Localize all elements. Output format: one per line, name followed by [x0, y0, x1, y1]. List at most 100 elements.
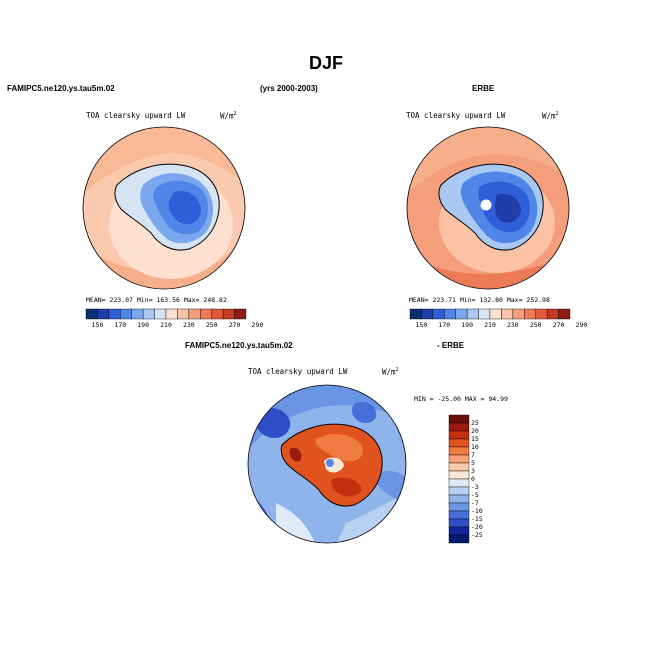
years-header: (yrs 2000-2003) — [260, 84, 318, 93]
colorbar-swatch — [448, 470, 470, 480]
colorbar-swatch — [432, 308, 445, 320]
colorbar-swatch — [448, 446, 470, 456]
colorbar-tick-label: -5 — [471, 491, 479, 499]
units-text: W/m — [220, 111, 234, 121]
panel2-units: W/m2 — [542, 111, 559, 121]
colorbar-tick-label: 210 — [160, 321, 172, 329]
diff-header-left: FAMIPC5.ne120.ys.tau5m.02 — [185, 341, 293, 350]
colorbar-tick-label: 270 — [228, 321, 241, 329]
colorbar-swatch — [108, 308, 121, 320]
colorbar-swatch — [421, 308, 434, 320]
colorbar-tick-label: 150 — [415, 321, 428, 329]
colorbar-swatch — [211, 308, 224, 320]
diff-header-right: - ERBE — [437, 341, 465, 350]
units-text: W/m — [382, 367, 396, 377]
colorbar-tick-label: 170 — [438, 321, 451, 329]
colorbar-swatch — [512, 308, 525, 320]
units-exponent: 2 — [555, 111, 559, 117]
colorbar-tick-label: -10 — [471, 507, 483, 515]
colorbar-swatch — [466, 308, 479, 320]
units-text: W/m — [542, 111, 556, 121]
diff-minmax: MIN = -25.00 MAX = 94.99 — [414, 395, 508, 403]
colorbar-swatch — [524, 308, 536, 320]
colorbar-swatch — [448, 526, 470, 536]
panel1-stats: MEAN= 223.07 Min= 163.56 Max= 248.82 — [86, 296, 227, 304]
colorbar-swatch — [444, 308, 456, 320]
colorbar-tick-label: 230 — [182, 321, 195, 329]
colorbar-swatch — [478, 308, 491, 320]
panel1-polar-map — [82, 126, 246, 290]
colorbar-tick-label: -3 — [471, 483, 479, 491]
colorbar-swatch — [142, 308, 155, 320]
colorbar-swatch — [200, 308, 212, 320]
colorbar-swatch — [409, 308, 422, 320]
colorbar-tick-label: 10 — [471, 443, 479, 451]
colorbar-swatch — [448, 510, 470, 520]
colorbar-tick-label: 20 — [471, 427, 479, 435]
colorbar-swatch — [448, 454, 470, 464]
colorbar-tick-label: -7 — [471, 499, 479, 507]
colorbar-tick-label: 250 — [529, 321, 542, 329]
colorbar-tick-label: 150 — [91, 321, 104, 329]
colorbar-swatch — [448, 534, 470, 544]
colorbar-tick-label: 25 — [471, 419, 479, 427]
diff-polar-map — [247, 384, 407, 544]
colorbar-tick-label: 270 — [552, 321, 565, 329]
colorbar-tick-label: -25 — [471, 531, 483, 539]
panel1-variable-label: TOA clearsky upward LW — [86, 111, 186, 120]
colorbar-swatch — [188, 308, 201, 320]
colorbar-tick-label: 210 — [484, 321, 496, 329]
colorbar-swatch — [234, 308, 247, 320]
colorbar-tick-label: 250 — [205, 321, 218, 329]
colorbar-swatch — [501, 308, 514, 320]
colorbar-swatch — [448, 494, 470, 504]
colorbar-swatch — [97, 308, 110, 320]
colorbar-swatch — [165, 308, 178, 320]
colorbar-swatch — [448, 518, 470, 528]
diff-units: W/m2 — [382, 367, 399, 377]
colorbar-swatch — [448, 414, 470, 424]
colorbar-tick-label: -15 — [471, 515, 483, 523]
colorbar-swatch — [177, 308, 190, 320]
colorbar-swatch — [448, 486, 470, 496]
diff-variable-label: TOA clearsky upward LW — [248, 367, 348, 376]
colorbar-tick-label: -20 — [471, 523, 483, 531]
colorbar-tick-label: 290 — [575, 321, 588, 329]
panel1-units: W/m2 — [220, 111, 237, 121]
colorbar-swatch — [535, 308, 548, 320]
colorbar-tick-label: 170 — [114, 321, 127, 329]
colorbar-swatch — [222, 308, 235, 320]
colorbar-tick-label: 7 — [471, 451, 475, 459]
colorbar-swatch — [448, 430, 470, 440]
colorbar-swatch — [448, 502, 470, 512]
colorbar-swatch — [120, 308, 132, 320]
panel2-colorbar — [409, 308, 571, 320]
panel2-variable-label: TOA clearsky upward LW — [406, 111, 506, 120]
colorbar-swatch — [85, 308, 98, 320]
colorbar-tick-label: 190 — [461, 321, 474, 329]
colorbar-swatch — [448, 462, 470, 472]
panel2-stats: MEAN= 223.71 Min= 132.80 Max= 252.98 — [409, 296, 550, 304]
units-exponent: 2 — [233, 111, 237, 117]
colorbar-swatch — [448, 438, 470, 448]
diff-colorbar — [448, 414, 470, 544]
colorbar-tick-label: 0 — [471, 475, 475, 483]
colorbar-tick-label: 190 — [137, 321, 150, 329]
colorbar-swatch — [448, 478, 470, 488]
observation-header: ERBE — [472, 84, 495, 93]
colorbar-swatch — [455, 308, 468, 320]
colorbar-swatch — [448, 422, 470, 432]
colorbar-swatch — [154, 308, 167, 320]
colorbar-swatch — [131, 308, 144, 320]
colorbar-tick-label: 290 — [251, 321, 264, 329]
colorbar-tick-label: 3 — [471, 467, 475, 475]
figure-title: DJF — [309, 53, 344, 73]
colorbar-swatch — [489, 308, 502, 320]
colorbar-tick-label: 15 — [471, 435, 479, 443]
panel2-polar-map — [406, 126, 570, 290]
colorbar-swatch — [558, 308, 571, 320]
colorbar-tick-label: 5 — [471, 459, 475, 467]
model-run-header: FAMIPC5.ne120.ys.tau5m.02 — [7, 84, 115, 93]
colorbar-swatch — [546, 308, 559, 320]
colorbar-tick-label: 230 — [506, 321, 519, 329]
